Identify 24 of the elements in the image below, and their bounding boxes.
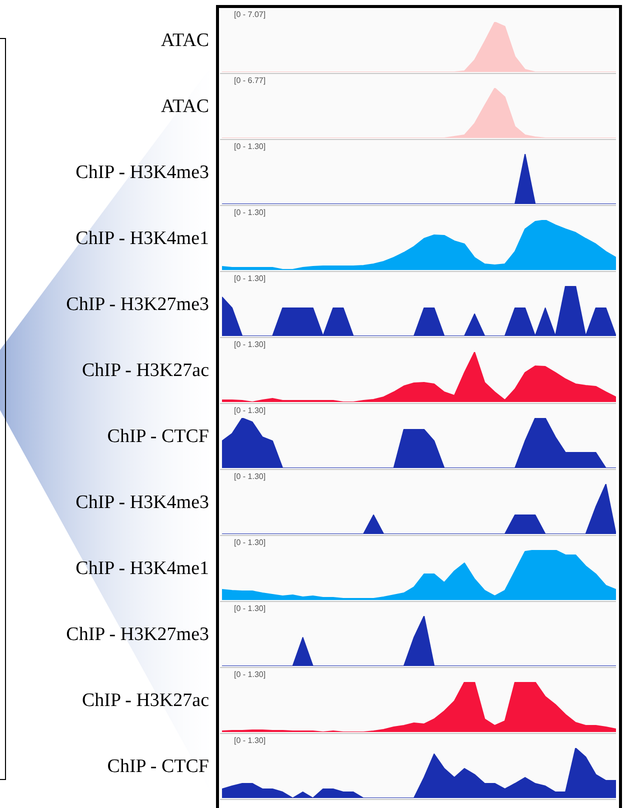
text: [0 - 6.77] <box>234 76 266 86</box>
chart-title: ChIP - CTCF <box>107 425 209 449</box>
text: [0 - 1.30] <box>234 538 266 548</box>
text: [0 - 1.30] <box>234 406 266 416</box>
chart-title: ChIP - H3K27me3 <box>66 623 209 647</box>
chart-title: ChIP - H3K4me3 <box>76 491 209 515</box>
text: [0 - 1.30] <box>234 142 266 152</box>
text: [0 - 1.30] <box>234 604 266 614</box>
chart-title: ChIP - H3K4me1 <box>76 557 209 581</box>
chart-title: ChIP - H3K27ac <box>82 359 209 383</box>
chart-title: ChIP - H3K27me3 <box>66 293 209 317</box>
chart-title: ChIP - H3K4me1 <box>76 227 209 251</box>
text: [0 - 1.30] <box>234 670 266 680</box>
chart-title: ATAC <box>160 95 209 119</box>
chart-title: ChIP - H3K4me3 <box>76 161 209 185</box>
text: [0 - 1.30] <box>234 472 266 482</box>
text: [0 - 1.30] <box>234 340 266 350</box>
chart-title: ChIP - CTCF <box>107 755 209 779</box>
text: [0 - 1.30] <box>234 208 266 218</box>
chart-title: ATAC <box>160 29 209 53</box>
text: [0 - 1.30] <box>234 736 266 746</box>
text: [0 - 1.30] <box>234 274 266 284</box>
text: [0 - 7.07] <box>234 10 266 20</box>
chart-title: ChIP - H3K27ac <box>82 689 209 713</box>
